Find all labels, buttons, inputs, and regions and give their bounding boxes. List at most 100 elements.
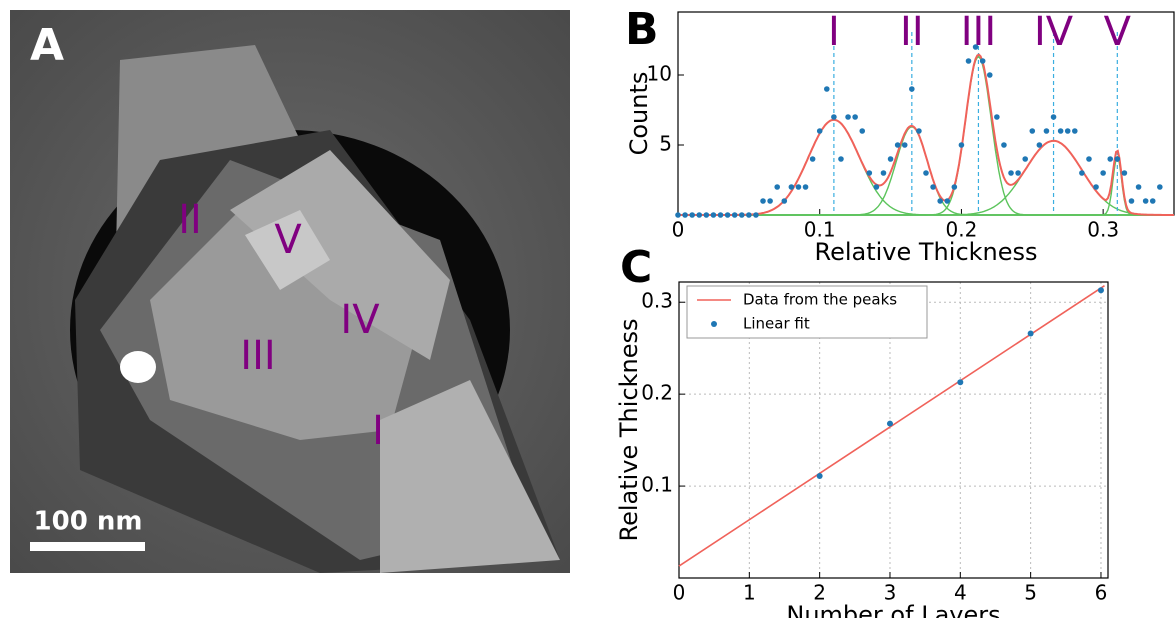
micrograph xyxy=(10,10,570,573)
component-curve xyxy=(678,155,1174,216)
y-tick-label: 5 xyxy=(659,132,672,156)
region-label: I xyxy=(372,408,384,454)
component-curve xyxy=(678,56,1174,216)
data-point xyxy=(1157,184,1163,190)
data-point xyxy=(886,420,893,427)
fit-curve xyxy=(678,53,1174,216)
data-point xyxy=(1093,184,1099,190)
data-point xyxy=(994,114,1000,120)
data-point xyxy=(930,184,936,190)
component-curve xyxy=(678,140,1174,216)
data-point xyxy=(1097,287,1104,294)
x-tick-label: 0 xyxy=(673,581,686,605)
data-point xyxy=(937,198,943,204)
data-point xyxy=(696,212,703,218)
data-point xyxy=(923,170,929,176)
y-tick-label: 0.3 xyxy=(641,289,673,313)
data-point xyxy=(986,72,993,78)
data-point xyxy=(689,212,695,218)
data-point xyxy=(802,184,809,190)
data-point xyxy=(866,170,873,176)
scale-bar-label: 100 nm xyxy=(34,507,143,537)
data-point xyxy=(951,184,958,190)
data-point xyxy=(788,184,795,190)
y-axis-label: Relative Thickness xyxy=(615,318,643,541)
peak-label: III xyxy=(961,9,996,55)
data-point xyxy=(909,86,915,92)
region-label: V xyxy=(274,217,302,263)
data-point xyxy=(1114,156,1121,162)
data-point xyxy=(831,114,837,120)
x-tick-label: 6 xyxy=(1095,581,1108,605)
region-label: II xyxy=(178,197,202,243)
data-point xyxy=(746,212,752,218)
data-point xyxy=(1149,198,1156,204)
data-point xyxy=(979,58,986,64)
data-point xyxy=(1128,198,1135,204)
x-tick-label: 0.2 xyxy=(946,218,978,242)
data-point xyxy=(859,128,866,134)
data-point xyxy=(1008,170,1014,176)
region-label: III xyxy=(240,333,275,379)
x-axis-label: Number of Layers xyxy=(786,601,1000,618)
peak-label: V xyxy=(1104,9,1132,55)
legend-box xyxy=(686,285,928,339)
data-point xyxy=(731,212,738,218)
plot-frame xyxy=(678,281,1109,579)
data-point xyxy=(1142,198,1149,204)
panel-label: B xyxy=(625,4,659,55)
panel-label: A xyxy=(30,20,64,71)
plot-frame xyxy=(677,11,1175,216)
data-point xyxy=(816,472,823,479)
data-point xyxy=(1107,156,1114,162)
data-point xyxy=(957,379,964,386)
data-point xyxy=(894,142,901,148)
data-point xyxy=(1001,142,1007,148)
data-point xyxy=(1050,114,1057,120)
panel-label: C xyxy=(620,242,652,293)
data-point xyxy=(845,114,851,120)
peak-label: IV xyxy=(1034,9,1074,55)
component-curve xyxy=(678,119,1174,216)
x-tick-label: 0 xyxy=(672,218,685,242)
data-point xyxy=(795,184,802,190)
data-point xyxy=(852,114,858,120)
data-point xyxy=(774,184,780,190)
data-point xyxy=(887,156,894,162)
data-point xyxy=(1029,128,1036,134)
peak-label: II xyxy=(900,9,924,55)
peak-label: I xyxy=(828,9,840,55)
data-point xyxy=(1036,142,1043,148)
data-point xyxy=(767,198,773,204)
data-point xyxy=(1121,170,1128,176)
data-point xyxy=(703,212,710,218)
data-point xyxy=(1079,170,1085,176)
x-tick-label: 5 xyxy=(1024,581,1037,605)
y-axis-label: Counts xyxy=(625,72,653,156)
data-point xyxy=(682,212,688,218)
data-point xyxy=(1135,184,1142,190)
data-point xyxy=(824,86,830,92)
data-point xyxy=(753,212,759,218)
x-tick-label: 2 xyxy=(813,581,826,605)
data-point xyxy=(916,128,922,134)
data-point xyxy=(1022,156,1028,162)
data-point xyxy=(1086,156,1092,162)
legend-swatch xyxy=(711,321,717,327)
data-point xyxy=(1064,128,1071,134)
data-point xyxy=(1043,128,1050,134)
data-point xyxy=(717,212,724,218)
data-point xyxy=(1100,170,1106,176)
data-point xyxy=(675,212,681,218)
region-label: IV xyxy=(340,297,380,343)
data-point xyxy=(710,212,717,218)
data-point xyxy=(781,198,788,204)
data-point xyxy=(838,156,844,162)
y-tick-label: 10 xyxy=(647,62,672,86)
data-point xyxy=(1072,128,1078,134)
x-tick-label: 0.1 xyxy=(804,218,836,242)
data-point xyxy=(1015,170,1021,176)
data-point xyxy=(760,198,766,204)
legend-label: Linear fit xyxy=(743,315,810,333)
